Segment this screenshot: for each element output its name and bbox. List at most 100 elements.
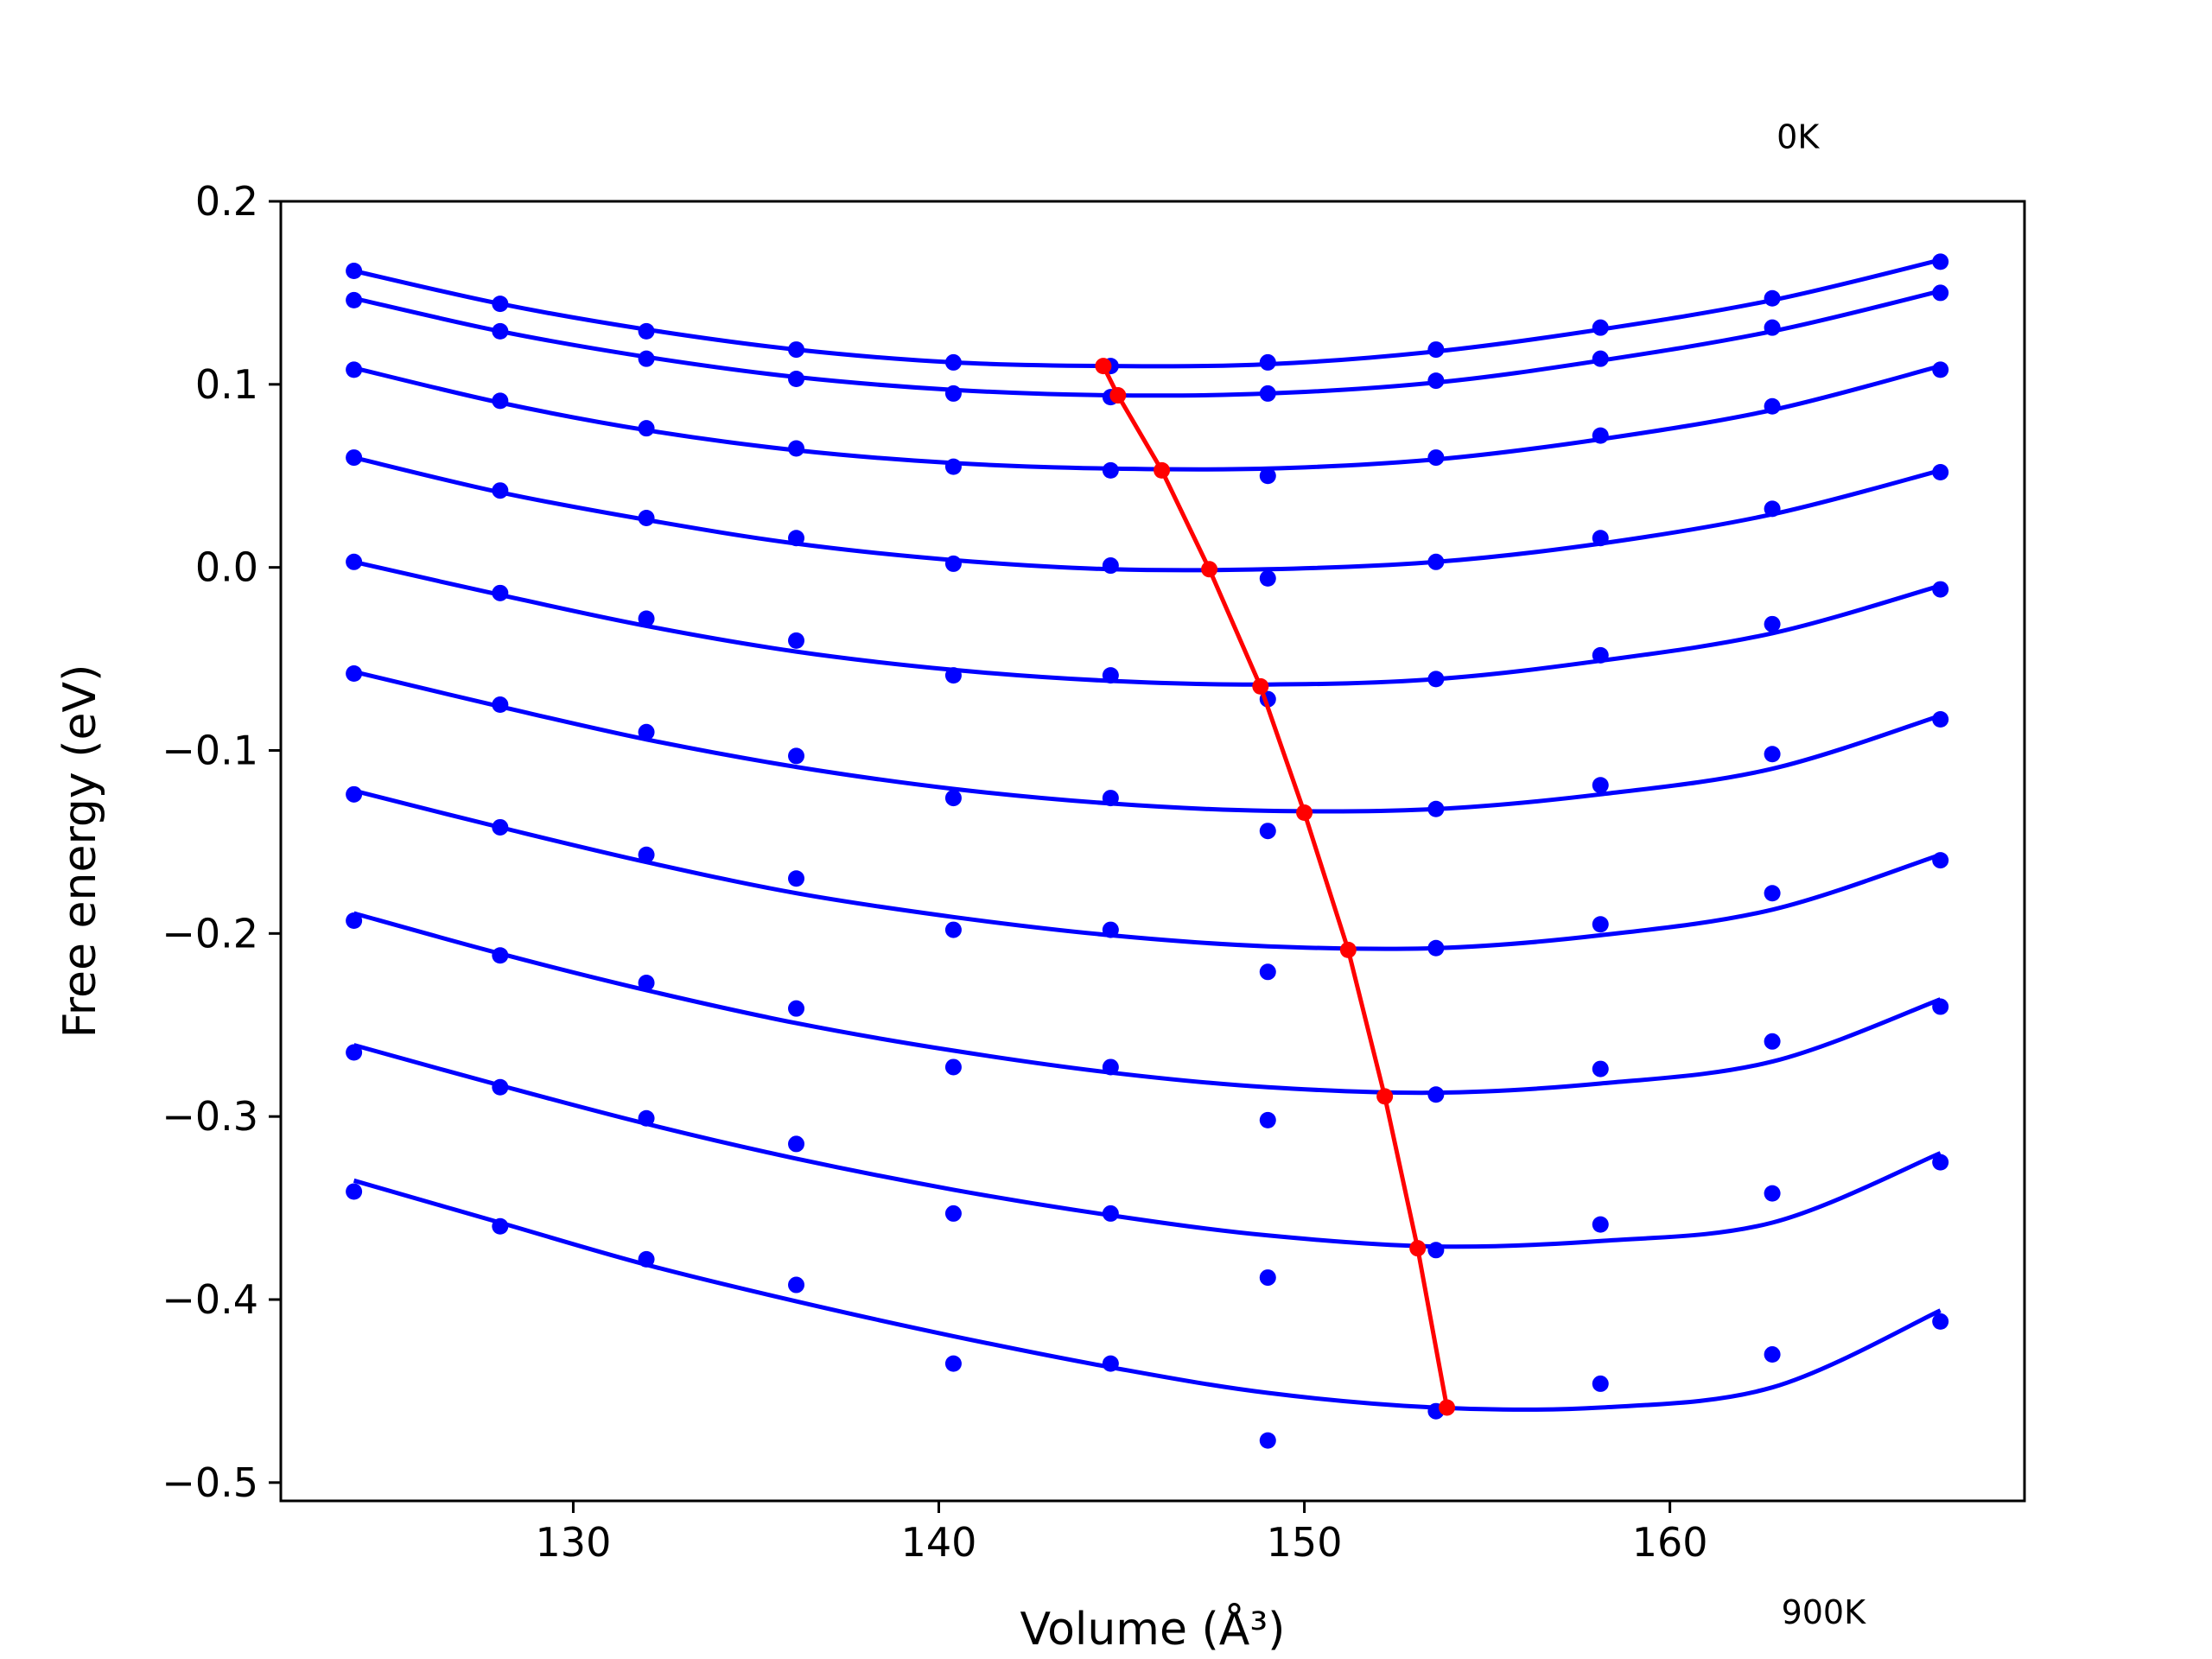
data-point [788,530,805,547]
data-point [346,449,363,467]
minimum-trace-line [1101,365,1450,1408]
data-point [638,723,655,741]
data-point [1764,615,1781,632]
data-point [492,584,509,601]
data-point [1932,998,1949,1015]
data-point [1764,289,1781,307]
data-point [492,1078,509,1096]
data-point [1592,646,1609,664]
data-point [1932,852,1949,869]
data-point [944,458,962,475]
data-point [1259,823,1276,840]
data-point [944,921,962,938]
data-point [1764,1033,1781,1050]
data-point [1427,939,1445,957]
data-point [1592,427,1609,444]
x-axis-label: Volume (Å³) [1020,1602,1286,1656]
data-point [1259,963,1276,981]
data-point [492,322,509,340]
data-point [638,846,655,863]
data-point [1102,921,1119,938]
data-point [1427,553,1445,570]
data-point [1427,449,1445,467]
data-point [1764,746,1781,763]
data-point [788,440,805,457]
data-point [1427,1242,1445,1259]
minimum-point [1296,804,1313,822]
data-point [492,392,509,410]
y-tick-label: −0.1 [162,727,258,773]
minimum-point [1339,941,1357,958]
data-point [1932,284,1949,302]
data-point [944,1058,962,1076]
minimum-point [1201,561,1218,578]
data-point [1427,800,1445,817]
data-point [1259,353,1276,371]
temperature-annotations: 0K 900K [1777,118,1866,1631]
data-point [1259,569,1276,587]
data-point [1764,500,1781,518]
data-point [1932,253,1949,270]
data-point [346,785,363,803]
data-point [1932,1313,1949,1330]
data-point [1932,464,1949,481]
data-point [944,667,962,684]
data-point [1102,667,1119,684]
data-point [346,291,363,308]
plot-area [346,253,1949,1449]
data-point [346,361,363,378]
data-point [638,1109,655,1127]
minimum-point [1439,1399,1456,1416]
data-point [638,610,655,627]
y-tick-label: −0.3 [162,1093,258,1140]
minimum-point [1409,1240,1427,1257]
data-point [788,632,805,649]
data-point [1592,1216,1609,1233]
y-tick-label: 0.2 [195,178,258,225]
data-point [492,696,509,714]
y-tick-label: 0.1 [195,361,258,408]
data-point [788,1135,805,1153]
minimum-point [1154,461,1171,479]
data-point [346,1183,363,1200]
data-point [1259,1432,1276,1449]
data-point [1592,319,1609,336]
data-point [1592,530,1609,547]
data-point [788,370,805,387]
data-point [346,665,363,683]
data-point [788,1276,805,1294]
x-tick-label: 140 [901,1519,977,1566]
data-point [788,1000,805,1017]
data-point [638,975,655,992]
data-point [1764,1185,1781,1202]
data-point [1764,1346,1781,1363]
data-point [492,1217,509,1235]
data-point [638,322,655,340]
minimum-point [1109,387,1127,404]
data-point [944,385,962,402]
data-point [1102,1205,1119,1222]
data-point [346,1044,363,1061]
data-point [1427,671,1445,688]
data-point [1259,1269,1276,1287]
data-point [1102,461,1119,479]
data-point [1592,350,1609,367]
x-tick-label: 150 [1267,1519,1343,1566]
data-point [944,1205,962,1222]
data-point [492,947,509,964]
data-point [1102,790,1119,807]
data-point [492,296,509,313]
data-point [492,482,509,499]
data-point [1259,467,1276,485]
data-point [638,350,655,367]
data-point [1427,1086,1445,1103]
data-point [944,555,962,572]
temperature-label: 0K [1777,118,1820,156]
data-point [1259,385,1276,402]
data-point [944,1355,962,1372]
data-point [1932,361,1949,378]
data-point [1932,581,1949,598]
data-point [1102,1058,1119,1076]
